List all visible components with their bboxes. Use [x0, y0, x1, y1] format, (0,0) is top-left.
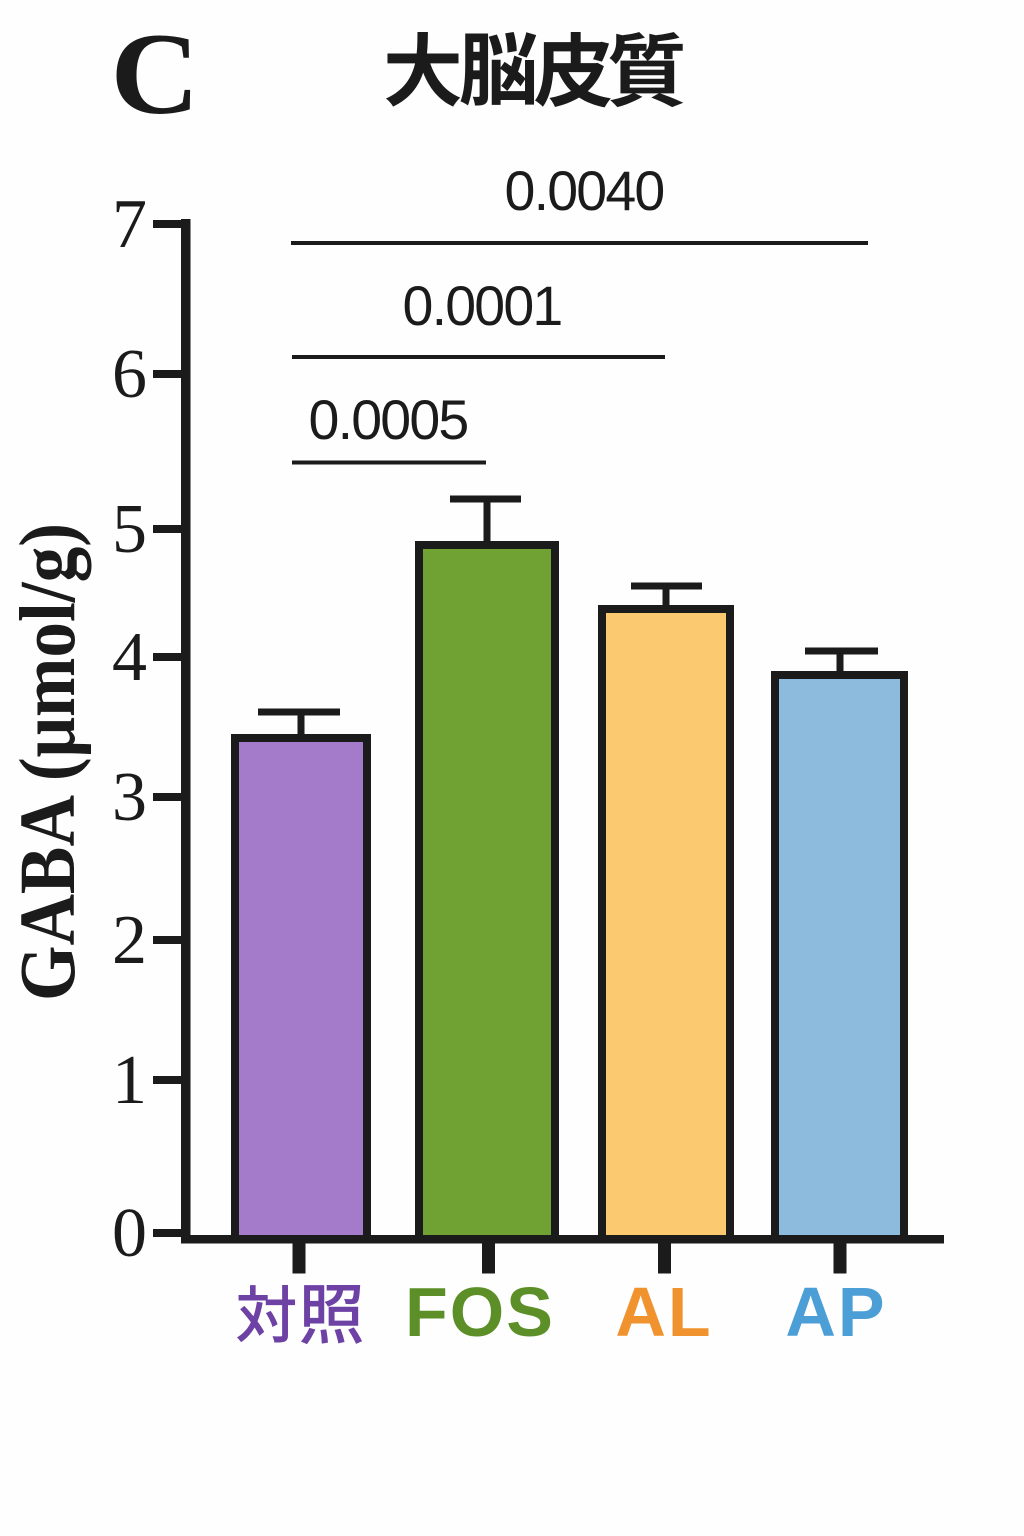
svg-text:0: 0 [112, 1195, 147, 1272]
svg-text:2: 2 [112, 902, 147, 979]
svg-text:7: 7 [112, 186, 147, 263]
svg-text:FOS: FOS [405, 1273, 555, 1351]
svg-text:GABA (μmol/g): GABA (μmol/g) [5, 523, 92, 1001]
svg-text:6: 6 [112, 336, 147, 413]
svg-text:1: 1 [112, 1042, 147, 1119]
svg-text:3: 3 [112, 759, 147, 836]
svg-text:0.0005: 0.0005 [309, 389, 468, 451]
svg-text:AL: AL [615, 1273, 712, 1351]
svg-text:0.0040: 0.0040 [505, 160, 664, 222]
svg-text:5: 5 [112, 491, 147, 568]
svg-text:C: C [111, 10, 200, 139]
svg-text:4: 4 [112, 619, 147, 696]
svg-text:AP: AP [785, 1273, 886, 1351]
svg-text:0.0001: 0.0001 [403, 275, 562, 337]
